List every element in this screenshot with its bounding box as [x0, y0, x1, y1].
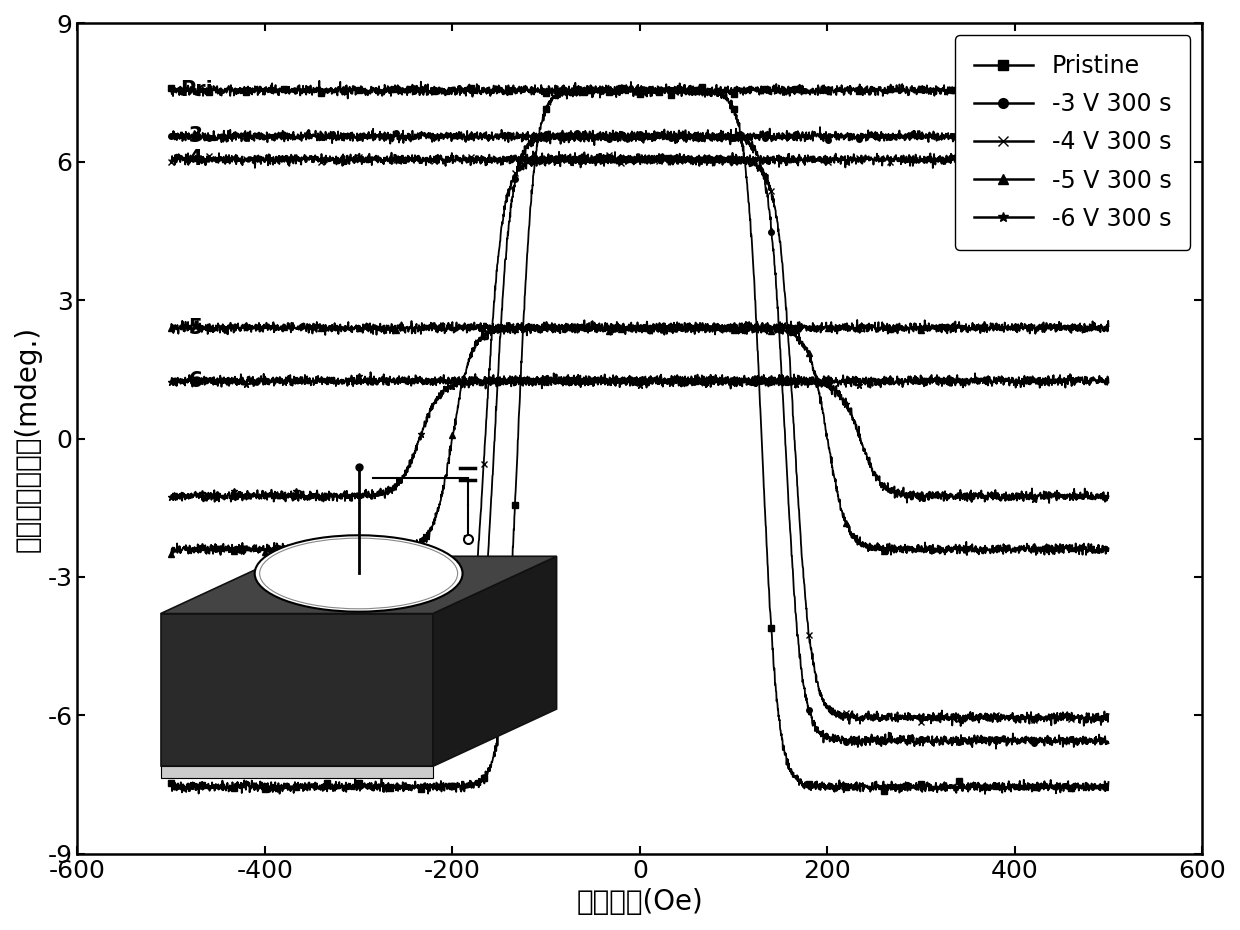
Text: -6: -6 — [181, 371, 203, 391]
Text: Pri: Pri — [181, 80, 213, 100]
Y-axis label: 磁光克尔旋转角(mdeg.): 磁光克尔旋转角(mdeg.) — [14, 326, 42, 551]
Legend: Pristine, -3 V 300 s, -4 V 300 s, -5 V 300 s, -6 V 300 s: Pristine, -3 V 300 s, -4 V 300 s, -5 V 3… — [955, 35, 1190, 249]
Text: -3: -3 — [181, 126, 203, 146]
Text: -4: -4 — [181, 150, 203, 169]
X-axis label: 磁场强度(Oe): 磁场强度(Oe) — [577, 888, 703, 916]
Text: -5: -5 — [181, 318, 203, 338]
